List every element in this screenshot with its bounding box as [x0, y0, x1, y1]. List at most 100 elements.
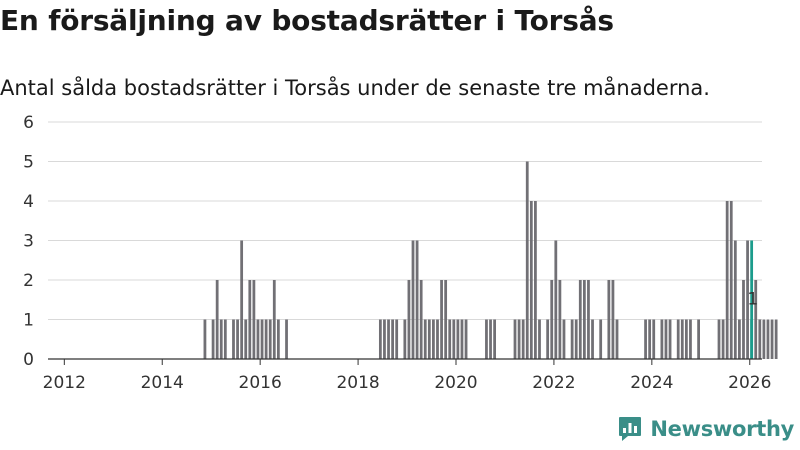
- data-bar: [464, 319, 468, 359]
- data-bar: [660, 319, 664, 359]
- x-tick-label: 2014: [141, 373, 184, 393]
- data-bar: [444, 280, 448, 359]
- data-bar: [689, 319, 692, 359]
- data-bar: [574, 319, 578, 359]
- data-bar: [440, 280, 443, 359]
- data-bar: [403, 319, 407, 359]
- data-bar: [668, 319, 672, 359]
- data-bar: [517, 319, 521, 359]
- data-bar: [754, 280, 758, 359]
- data-bar: [758, 319, 762, 359]
- data-bar: [378, 319, 382, 359]
- brand-name: Newsworthy: [650, 417, 794, 441]
- data-bar: [750, 240, 754, 359]
- chart-title: En försäljning av bostadsrätter i Torsås: [0, 4, 614, 37]
- data-bar: [680, 319, 684, 359]
- data-bar: [419, 280, 423, 359]
- data-bar: [546, 319, 550, 359]
- data-bar: [268, 319, 272, 359]
- data-bar: [276, 319, 280, 359]
- y-tick-label: 2: [23, 271, 34, 291]
- bar-chart: 0 1 2 3 4 5 6 1 2012 2014 2016 2018 2020 2022 2024 2026: [23, 113, 778, 393]
- data-bar: [554, 240, 558, 359]
- data-bar: [738, 319, 741, 359]
- data-bar: [599, 319, 603, 359]
- data-bar: [407, 280, 411, 359]
- data-bar: [387, 319, 390, 359]
- data-bar: [525, 161, 529, 359]
- data-bar: [248, 280, 252, 359]
- data-bar: [452, 319, 456, 359]
- data-bar: [489, 319, 492, 359]
- data-bar: [485, 319, 488, 359]
- data-bar: [456, 319, 460, 359]
- data-bar: [264, 319, 268, 359]
- data-bar: [460, 319, 464, 359]
- data-bar: [570, 319, 574, 359]
- data-bar: [538, 319, 541, 359]
- x-tick-label: 2026: [728, 373, 771, 393]
- data-bar: [774, 319, 778, 359]
- data-bar: [411, 240, 415, 359]
- data-bar: [423, 319, 427, 359]
- data-bar: [244, 319, 248, 359]
- data-bar: [232, 319, 235, 359]
- data-bar: [582, 280, 586, 359]
- newsworthy-brand[interactable]: Newsworthy: [618, 416, 794, 442]
- data-bar: [721, 319, 725, 359]
- data-bar: [607, 280, 611, 359]
- data-bar: [383, 319, 386, 359]
- data-bar: [697, 319, 700, 359]
- x-tick-label: 2016: [239, 373, 282, 393]
- data-bar: [252, 280, 256, 359]
- data-bar: [664, 319, 668, 359]
- data-bar: [415, 240, 419, 359]
- data-bar: [652, 319, 656, 359]
- data-bar: [746, 240, 749, 359]
- data-bar: [391, 319, 394, 359]
- data-label: 1: [747, 290, 758, 310]
- chart-subtitle: Antal sålda bostadsrätter i Torsås under…: [0, 76, 710, 100]
- data-bar: [729, 201, 733, 359]
- y-tick-label: 4: [23, 192, 34, 212]
- data-bar: [223, 319, 227, 359]
- data-bar: [534, 201, 537, 359]
- data-bar: [260, 319, 264, 359]
- y-tick-label: 5: [23, 153, 34, 173]
- y-tick-label: 1: [23, 311, 34, 331]
- data-bar: [717, 319, 721, 359]
- x-tick-label: 2022: [532, 373, 575, 393]
- data-bar: [256, 319, 260, 359]
- y-tick-label: 6: [23, 113, 34, 133]
- data-bar: [427, 319, 431, 359]
- data-bar: [676, 319, 680, 359]
- data-bar: [272, 280, 276, 359]
- data-bar: [684, 319, 688, 359]
- data-bar: [558, 280, 562, 359]
- data-bar: [644, 319, 647, 359]
- data-bar: [285, 319, 288, 359]
- data-bar: [432, 319, 435, 359]
- data-bar: [436, 319, 439, 359]
- data-bar: [550, 280, 554, 359]
- data-bar: [770, 319, 774, 359]
- data-bar: [591, 319, 594, 359]
- newsworthy-logo-icon: [619, 417, 642, 441]
- data-bar: [219, 319, 223, 359]
- data-bar: [562, 319, 566, 359]
- data-bar: [521, 319, 525, 359]
- data-bar: [725, 201, 729, 359]
- y-tick-label: 3: [23, 232, 34, 252]
- data-bar: [733, 240, 737, 359]
- data-bar: [529, 201, 533, 359]
- data-bar-highlight: [750, 319, 754, 359]
- data-bar: [236, 319, 239, 359]
- x-tick-label: 2020: [434, 373, 477, 393]
- data-bar: [742, 280, 745, 359]
- data-bar: [395, 319, 399, 359]
- data-bar: [215, 280, 219, 359]
- data-bar: [648, 319, 652, 359]
- x-tick-label: 2012: [43, 373, 86, 393]
- data-bar: [203, 319, 207, 359]
- data-bar: [587, 280, 590, 359]
